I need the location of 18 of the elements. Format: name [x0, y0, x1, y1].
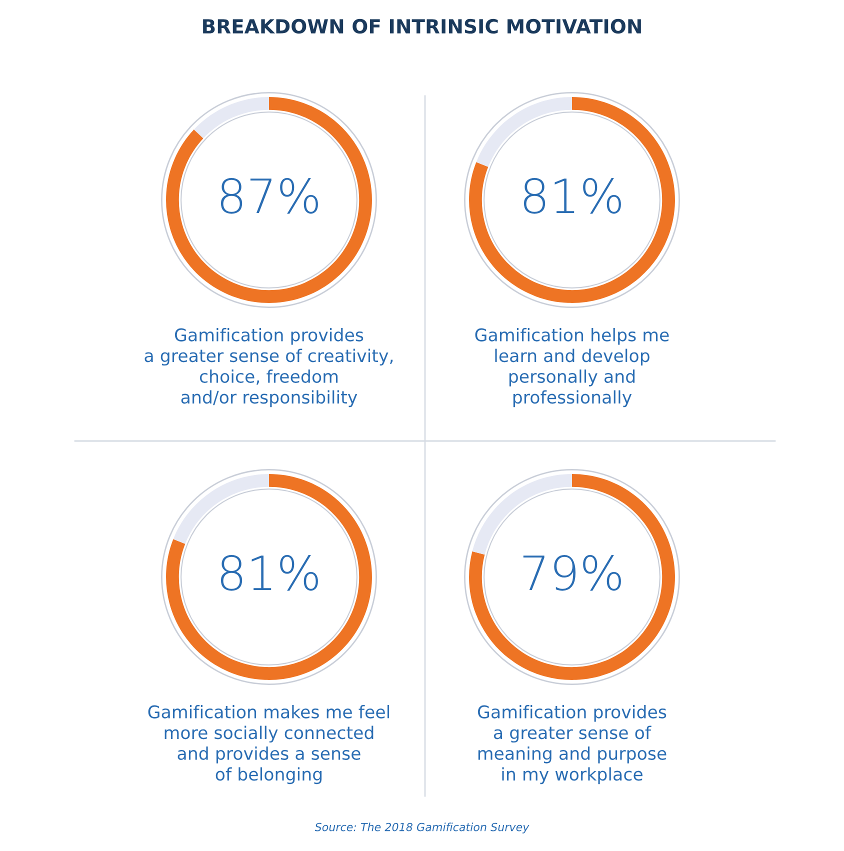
text: Gamification makes me feel more socially connected and provides a sense of belonging: [148, 705, 390, 784]
donut-slice: [472, 474, 572, 555]
text: Gamification provides a greater sense of creativity, choice, freedom and/or responsibility: [144, 328, 393, 408]
text: Gamification helps me learn and develop personally and professionally: [475, 328, 669, 408]
text: BREAKDOWN OF INTRINSIC MOTIVATION: [203, 18, 641, 34]
donut-slice: [476, 97, 572, 167]
data-label: 81%: [524, 178, 621, 214]
donut-slice: [166, 97, 372, 303]
source-note: Source: The 2018 Gamification Survey: [314, 822, 530, 834]
data-label: 79%: [523, 554, 621, 591]
donut-slice: [173, 474, 269, 544]
data-label: 87%: [220, 178, 318, 214]
data-label: 81%: [220, 554, 318, 591]
donut-slice: [194, 97, 269, 138]
donut-slice: [166, 474, 372, 680]
donut-slice: [469, 97, 675, 303]
donut-slice: [469, 474, 675, 680]
text: Gamification provides a greater sense of meaning and purpose in my workplace: [478, 705, 666, 784]
